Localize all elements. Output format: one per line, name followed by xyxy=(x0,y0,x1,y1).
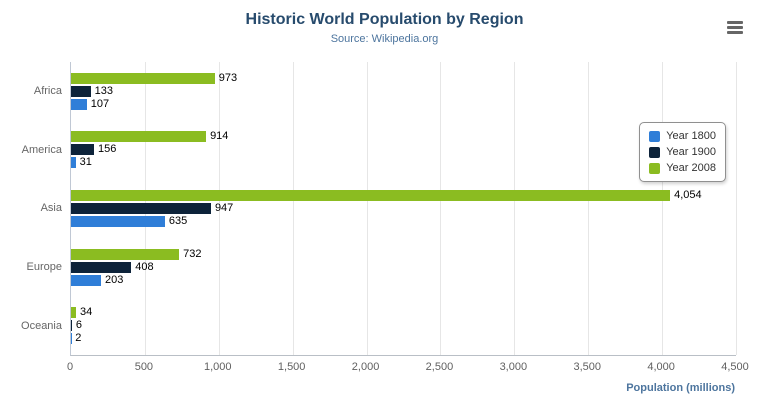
bar-row: 156 xyxy=(71,143,736,156)
bar-row: 34 xyxy=(71,306,736,319)
gridline xyxy=(736,62,737,355)
legend-symbol xyxy=(649,130,661,142)
bar-row: 203 xyxy=(71,273,736,286)
x-tick-label: 1,000 xyxy=(204,361,232,373)
legend-item-year-1900[interactable]: Year 1900 xyxy=(649,144,716,160)
chart-title: Historic World Population by Region xyxy=(245,11,524,28)
x-axis-labels: 0 500 1,000 1,500 2,000 2,500 3,000 3,500 4,000 4… xyxy=(66,361,749,375)
bar-group: 973 133 107 xyxy=(71,71,736,110)
plot-area: Africa 973 133 107 America 914 156 31 Asia 4,054 9… xyxy=(21,62,737,356)
data-label: 203 xyxy=(104,273,124,286)
legend-label: Year 1800 xyxy=(666,130,716,142)
x-axis-title: Population (millions) xyxy=(626,382,735,394)
bar-group: 4,054 947 635 xyxy=(71,188,736,227)
bar-year-2008[interactable] xyxy=(71,307,77,319)
category-row: Asia 4,054 947 635 xyxy=(41,179,736,238)
bar-group: 914 156 31 xyxy=(71,130,736,169)
gridline xyxy=(662,62,664,355)
data-label: 34 xyxy=(80,306,93,319)
data-label: 2 xyxy=(75,332,82,345)
bar-year-1800[interactable] xyxy=(71,98,87,110)
legend-label: Year 1900 xyxy=(666,146,716,158)
bar-row: 914 xyxy=(71,130,736,143)
x-tick-label: 2,000 xyxy=(351,361,380,373)
category-label: Africa xyxy=(33,85,62,98)
gridline xyxy=(514,62,516,355)
data-label: 947 xyxy=(214,201,234,214)
x-tick-label: 3,500 xyxy=(573,361,601,373)
category-row: America 914 156 31 xyxy=(22,121,736,180)
bar-row: 408 xyxy=(71,260,736,273)
category-label: Asia xyxy=(40,202,62,215)
data-label: 156 xyxy=(98,143,117,156)
bar-year-2008[interactable] xyxy=(71,131,207,143)
gridline xyxy=(218,62,220,355)
bar-year-1900[interactable] xyxy=(71,144,95,156)
bar-row: 973 xyxy=(71,71,736,84)
bar-year-2008[interactable] xyxy=(71,189,671,201)
gridline xyxy=(366,62,368,355)
data-label: 107 xyxy=(90,97,110,110)
hamburger-bar xyxy=(727,26,743,29)
bar-year-1800[interactable] xyxy=(71,274,101,286)
bar-year-1900[interactable] xyxy=(71,261,132,273)
bar-row: 31 xyxy=(71,156,736,169)
x-tick-label: 4,000 xyxy=(647,361,675,373)
category-row: Oceania 34 6 2 xyxy=(21,296,736,355)
chart-subtitle: Source: Wikipedia.org xyxy=(330,33,439,45)
data-label: 973 xyxy=(218,71,238,84)
gridline xyxy=(292,62,294,355)
bar-year-1800[interactable] xyxy=(71,157,76,169)
bar-year-2008[interactable] xyxy=(71,248,180,260)
bar-year-1800[interactable] xyxy=(71,215,165,227)
x-tick-label: 2,500 xyxy=(425,361,454,373)
bar-row: 4,054 xyxy=(71,188,736,201)
bar-row: 2 xyxy=(71,332,736,345)
bar-year-2008[interactable] xyxy=(71,72,215,84)
data-label: 6 xyxy=(75,319,82,332)
bar-year-1900[interactable] xyxy=(71,320,72,332)
bar-year-1900[interactable] xyxy=(71,85,91,97)
data-label: 4,054 xyxy=(674,188,702,201)
x-tick-label: 500 xyxy=(134,361,154,373)
bar-row: 947 xyxy=(71,201,736,214)
bar-row: 6 xyxy=(71,319,736,332)
x-tick-label: 4,500 xyxy=(721,361,749,373)
legend: Year 1800 Year 1900 Year 2008 xyxy=(639,122,726,182)
hamburger-menu-icon[interactable] xyxy=(727,21,743,36)
category-label: Oceania xyxy=(21,319,62,332)
gridline xyxy=(440,62,442,355)
bar-group: 34 6 2 xyxy=(71,306,736,345)
bar-group: 732 408 203 xyxy=(71,247,736,286)
legend-symbol xyxy=(649,162,661,174)
x-tick-label: 3,000 xyxy=(499,361,528,373)
legend-item-year-2008[interactable]: Year 2008 xyxy=(649,160,716,176)
legend-symbol xyxy=(649,146,661,158)
data-label: 914 xyxy=(210,130,229,143)
data-label: 31 xyxy=(79,156,92,169)
hamburger-bar xyxy=(727,31,743,34)
data-label: 133 xyxy=(94,84,113,97)
hamburger-bar xyxy=(727,21,743,24)
data-label: 635 xyxy=(168,214,188,227)
data-label: 732 xyxy=(183,247,202,260)
category-row: Europe 732 408 203 xyxy=(27,238,736,297)
x-tick-label: 1,500 xyxy=(277,361,306,373)
category-label: Europe xyxy=(26,261,62,274)
gridline xyxy=(588,62,590,355)
bar-row: 107 xyxy=(71,97,736,110)
bar-year-1900[interactable] xyxy=(71,202,211,214)
data-label: 408 xyxy=(135,260,154,273)
bar-row: 133 xyxy=(71,84,736,97)
legend-item-year-1800[interactable]: Year 1800 xyxy=(649,128,716,144)
category-row: Africa 973 133 107 xyxy=(34,62,736,121)
x-tick-label: 0 xyxy=(66,361,74,373)
bar-row: 635 xyxy=(71,214,736,227)
legend-label: Year 2008 xyxy=(666,162,716,174)
category-label: America xyxy=(21,143,62,156)
bar-row: 732 xyxy=(71,247,736,260)
